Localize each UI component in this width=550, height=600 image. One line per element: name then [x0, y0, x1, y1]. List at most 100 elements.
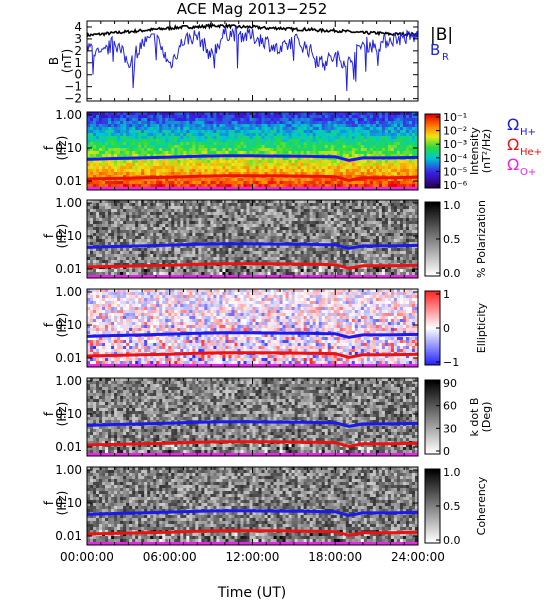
spectrogram-cell: [369, 181, 374, 185]
spectrogram-cell: [300, 139, 305, 143]
spectrogram-cell: [105, 154, 109, 158]
spectrogram-cell: [285, 251, 290, 255]
spectrogram-cell: [258, 181, 262, 185]
spectrogram-cell: [180, 142, 184, 146]
spectrogram-cell: [315, 139, 320, 143]
spectrogram-cell: [294, 136, 299, 140]
spectrogram-cell: [378, 145, 383, 149]
spectrogram-cell: [282, 115, 286, 119]
spectrogram-cell: [348, 169, 353, 173]
spectrogram-cell: [102, 175, 106, 179]
spectrogram-cell: [213, 112, 217, 116]
spectrogram-cell: [369, 154, 374, 158]
spectrogram-cell: [255, 227, 259, 231]
spectrogram-cell: [132, 148, 136, 152]
spectrogram-cell: [405, 200, 410, 204]
spectrogram-cell: [219, 166, 223, 170]
spectrogram-cell: [414, 163, 419, 167]
spectrogram-cell: [135, 118, 139, 122]
spectrogram-cell: [288, 239, 293, 243]
spectrogram-cell: [177, 112, 181, 116]
spectrogram-cell: [402, 160, 407, 164]
spectrogram-cell: [105, 121, 109, 125]
spectrogram-cell: [336, 160, 341, 164]
spectrogram-cell: [123, 118, 127, 122]
spectrogram-cell: [369, 127, 374, 131]
spectrogram-cell: [237, 212, 241, 216]
spectrogram-cell: [273, 121, 277, 125]
spectrogram-cell: [270, 145, 274, 149]
spectrogram-cell: [117, 184, 121, 188]
spectrogram-cell: [108, 206, 112, 210]
spectrogram-cell: [312, 124, 317, 128]
spectrogram-cell: [336, 200, 341, 204]
spectrogram-cell: [243, 200, 247, 204]
spectrogram-cell: [252, 166, 256, 170]
spectrogram-cell: [210, 248, 214, 252]
spectrogram-cell: [387, 236, 392, 240]
spectrogram-cell: [183, 133, 187, 137]
spectrogram-cell: [414, 154, 419, 158]
spectrogram-cell: [162, 151, 166, 155]
spectrogram-cell: [135, 169, 139, 173]
spectrogram-cell: [249, 245, 253, 249]
spectrogram-cell: [108, 154, 112, 158]
spectrogram-cell: [147, 127, 151, 131]
spectrogram-cell: [96, 175, 100, 179]
spectrogram-cell: [324, 218, 329, 222]
spectrogram-cell: [282, 221, 286, 225]
spectrogram-cell: [315, 127, 320, 131]
spectrogram-cell: [267, 148, 271, 152]
spectrogram-cell: [156, 121, 160, 125]
spectrogram-cell: [225, 136, 229, 140]
spectrogram-cell: [207, 127, 211, 131]
spectrogram-cell: [294, 233, 299, 237]
spectrogram-cell: [183, 203, 187, 207]
spectrogram-cell: [93, 112, 97, 116]
spectrogram-cell: [261, 112, 265, 116]
spectrogram-cell: [102, 163, 106, 167]
spectrogram-cell: [390, 206, 395, 210]
spectrogram-cell: [315, 245, 320, 249]
spectrogram-cell: [150, 203, 154, 207]
spectrogram-cell: [96, 160, 100, 164]
spectrogram-cell: [234, 145, 238, 149]
spectrogram-cell: [393, 169, 398, 173]
spectrogram-cell: [162, 136, 166, 140]
spectrogram-cell: [219, 142, 223, 146]
spectrogram-cell: [279, 236, 283, 240]
spectrogram-cell: [303, 209, 308, 213]
spectrogram-cell: [114, 200, 118, 204]
spectrogram-cell: [372, 212, 377, 216]
spectrogram-cell: [228, 230, 232, 234]
spectrogram-cell: [348, 227, 353, 231]
spectrogram-cell: [414, 118, 419, 122]
spectrogram-cell: [228, 139, 232, 143]
colorbar-step: [425, 167, 440, 170]
spectrogram-cell: [186, 142, 190, 146]
spectrogram-cell: [336, 215, 341, 219]
spectrogram-cell: [267, 236, 271, 240]
spectrogram-cell: [99, 121, 103, 125]
spectrogram-cell: [204, 227, 208, 231]
spectrogram-cell: [327, 203, 332, 207]
spectrogram-cell: [288, 133, 293, 137]
spectrogram-cell: [162, 248, 166, 252]
legend-omega-symbol: Ω: [507, 115, 519, 134]
spectrogram-cell: [366, 251, 371, 255]
spectrogram-cell: [291, 212, 296, 216]
spectrogram-cell: [294, 142, 299, 146]
spectrogram-cell: [213, 178, 217, 182]
spectrogram-cell: [342, 124, 347, 128]
spectrogram-cell: [240, 118, 244, 122]
spectrogram-cell: [354, 184, 359, 188]
spectrogram-cell: [405, 236, 410, 240]
spectrogram-cell: [411, 206, 416, 210]
spectrogram-cell: [147, 218, 151, 222]
spectrogram-cell: [147, 203, 151, 207]
spectrogram-cell: [135, 142, 139, 146]
spectrogram-cell: [171, 221, 175, 225]
spectrogram-cell: [306, 121, 311, 125]
spectrogram-cell: [213, 224, 217, 228]
spectrogram-cell: [285, 130, 290, 134]
